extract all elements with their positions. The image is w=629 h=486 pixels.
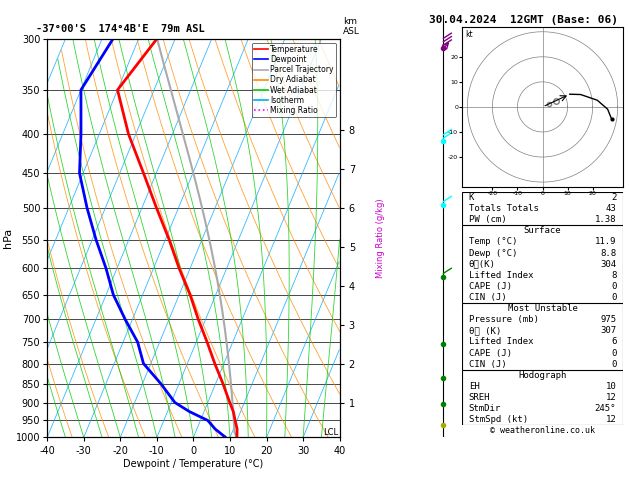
Text: LCL: LCL	[323, 428, 338, 437]
X-axis label: Dewpoint / Temperature (°C): Dewpoint / Temperature (°C)	[123, 459, 264, 469]
Text: 0: 0	[611, 293, 616, 302]
Text: 8.8: 8.8	[600, 248, 616, 258]
Text: CAPE (J): CAPE (J)	[469, 348, 512, 358]
Y-axis label: hPa: hPa	[3, 228, 13, 248]
Text: 245°: 245°	[595, 404, 616, 413]
Text: 8: 8	[611, 271, 616, 280]
Text: Pressure (mb): Pressure (mb)	[469, 315, 538, 324]
Text: 6: 6	[611, 337, 616, 347]
Text: CAPE (J): CAPE (J)	[469, 282, 512, 291]
Text: 2: 2	[611, 193, 616, 202]
Text: © weatheronline.co.uk: © weatheronline.co.uk	[490, 426, 595, 435]
Text: 12: 12	[606, 415, 616, 424]
Text: 1.38: 1.38	[595, 215, 616, 224]
Text: CIN (J): CIN (J)	[469, 293, 506, 302]
Text: Lifted Index: Lifted Index	[469, 337, 533, 347]
Text: K: K	[469, 193, 474, 202]
Text: θᴇ (K): θᴇ (K)	[469, 326, 501, 335]
Text: 0: 0	[611, 282, 616, 291]
Text: EH: EH	[469, 382, 479, 391]
Text: 10: 10	[606, 382, 616, 391]
Text: -37°00'S  174°4B'E  79m ASL: -37°00'S 174°4B'E 79m ASL	[36, 24, 204, 34]
Text: Hodograph: Hodograph	[518, 371, 567, 380]
Text: 30.04.2024  12GMT (Base: 06): 30.04.2024 12GMT (Base: 06)	[429, 15, 618, 25]
Text: StmDir: StmDir	[469, 404, 501, 413]
Text: kt: kt	[465, 30, 473, 39]
Text: 0: 0	[611, 348, 616, 358]
Text: 975: 975	[600, 315, 616, 324]
Text: Lifted Index: Lifted Index	[469, 271, 533, 280]
Text: Temp (°C): Temp (°C)	[469, 238, 517, 246]
Text: CIN (J): CIN (J)	[469, 360, 506, 369]
Text: 307: 307	[600, 326, 616, 335]
Text: 11.9: 11.9	[595, 238, 616, 246]
Text: km
ASL: km ASL	[343, 17, 360, 36]
Text: 43: 43	[606, 204, 616, 213]
Text: Dewp (°C): Dewp (°C)	[469, 248, 517, 258]
Text: 12: 12	[606, 393, 616, 402]
Text: SREH: SREH	[469, 393, 490, 402]
Text: PW (cm): PW (cm)	[469, 215, 506, 224]
Text: StmSpd (kt): StmSpd (kt)	[469, 415, 528, 424]
Text: 0: 0	[611, 360, 616, 369]
Text: Mixing Ratio (g/kg): Mixing Ratio (g/kg)	[376, 198, 385, 278]
Text: Surface: Surface	[524, 226, 561, 235]
Text: Most Unstable: Most Unstable	[508, 304, 577, 313]
Text: θᴇ(K): θᴇ(K)	[469, 260, 496, 269]
Text: Totals Totals: Totals Totals	[469, 204, 538, 213]
Text: 304: 304	[600, 260, 616, 269]
Legend: Temperature, Dewpoint, Parcel Trajectory, Dry Adiabat, Wet Adiabat, Isotherm, Mi: Temperature, Dewpoint, Parcel Trajectory…	[252, 43, 336, 117]
